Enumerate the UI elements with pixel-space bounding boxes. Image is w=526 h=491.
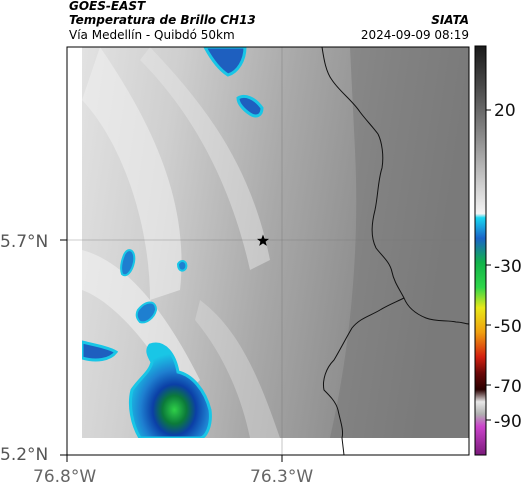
lon-label-76-3: 76.3°W bbox=[250, 467, 314, 487]
cloud-patch-sw bbox=[82, 340, 119, 362]
satellite-image bbox=[82, 47, 469, 438]
title-satellite: GOES-EAST bbox=[69, 0, 146, 13]
subtitle-route: Vía Medellín - Quibdó 50km bbox=[69, 28, 235, 42]
organization-label: SIATA bbox=[431, 13, 469, 27]
star-marker bbox=[257, 234, 269, 246]
lat-label-5-7: 5.7°N bbox=[0, 232, 49, 252]
department-border bbox=[321, 46, 470, 456]
colorbar bbox=[474, 45, 491, 456]
lat-label-5-2: 5.2°N bbox=[0, 445, 49, 465]
title-product: Temperatura de Brillo CH13 bbox=[69, 13, 256, 27]
storm-cell bbox=[128, 342, 212, 438]
map-frame bbox=[66, 46, 470, 456]
lon-label-76-8: 76.8°W bbox=[33, 467, 97, 487]
colorbar-label-minus30: -30 bbox=[494, 257, 522, 277]
cloud-patch-small bbox=[236, 94, 264, 118]
colorbar-label-minus70: -70 bbox=[494, 377, 522, 397]
timestamp: 2024-09-09 08:19 bbox=[360, 28, 469, 42]
cloud-patch-top bbox=[203, 47, 247, 77]
cloud-patch-west bbox=[120, 249, 136, 277]
colorbar-label-20: 20 bbox=[494, 101, 516, 121]
cloud-patch-mid bbox=[135, 301, 158, 324]
colorbar-label-minus50: -50 bbox=[494, 317, 522, 337]
cloud-patch-dot bbox=[176, 260, 188, 272]
colorbar-label-minus90: -90 bbox=[494, 412, 522, 432]
